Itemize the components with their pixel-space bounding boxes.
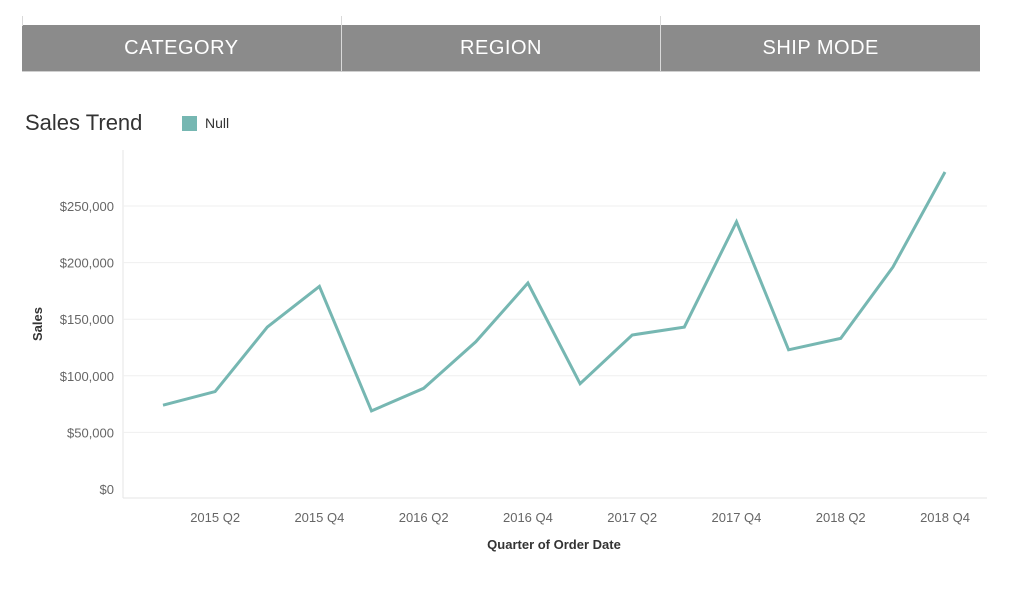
x-tick-label: 2018 Q4 — [920, 510, 970, 525]
tab-divider — [341, 16, 342, 26]
x-tick-label: 2017 Q4 — [712, 510, 762, 525]
tab-category[interactable]: CATEGORY — [22, 25, 342, 71]
y-tick-label: $100,000 — [60, 369, 114, 384]
y-axis-ticks: $0 $50,000 $100,000 $150,000 $200,000 $250,00… — [60, 199, 114, 497]
x-tick-label: 2015 Q2 — [190, 510, 240, 525]
y-tick-label: $250,000 — [60, 199, 114, 214]
y-tick-label: $0 — [100, 482, 114, 497]
x-axis-title: Quarter of Order Date — [487, 537, 621, 552]
legend: Null — [182, 115, 229, 131]
series-line[interactable] — [162, 171, 947, 413]
filter-tab-bar: CATEGORY REGION SHIP MODE — [22, 25, 980, 72]
y-tick-label: $200,000 — [60, 256, 114, 271]
y-tick-label: $150,000 — [60, 312, 114, 327]
tab-divider — [660, 16, 661, 26]
x-axis-ticks: 2015 Q2 2015 Q4 2016 Q2 2016 Q4 2017 Q2 2017 … — [190, 510, 970, 525]
y-axis-title: Sales — [30, 307, 45, 341]
legend-swatch — [182, 115, 197, 131]
x-tick-label: 2016 Q4 — [503, 510, 553, 525]
x-tick-label: 2016 Q2 — [399, 510, 449, 525]
y-tick-label: $50,000 — [67, 425, 114, 440]
x-tick-label: 2015 Q4 — [294, 510, 344, 525]
tab-ship-mode[interactable]: SHIP MODE — [762, 36, 879, 59]
legend-label: Null — [205, 115, 230, 131]
chart-title: Sales Trend — [25, 110, 143, 135]
series-layer — [162, 171, 947, 413]
x-tick-label: 2017 Q2 — [607, 510, 657, 525]
grid-lines — [123, 205, 987, 433]
x-tick-label: 2018 Q2 — [816, 510, 866, 525]
tab-region[interactable]: REGION — [342, 25, 662, 71]
tab-divider — [22, 16, 23, 26]
